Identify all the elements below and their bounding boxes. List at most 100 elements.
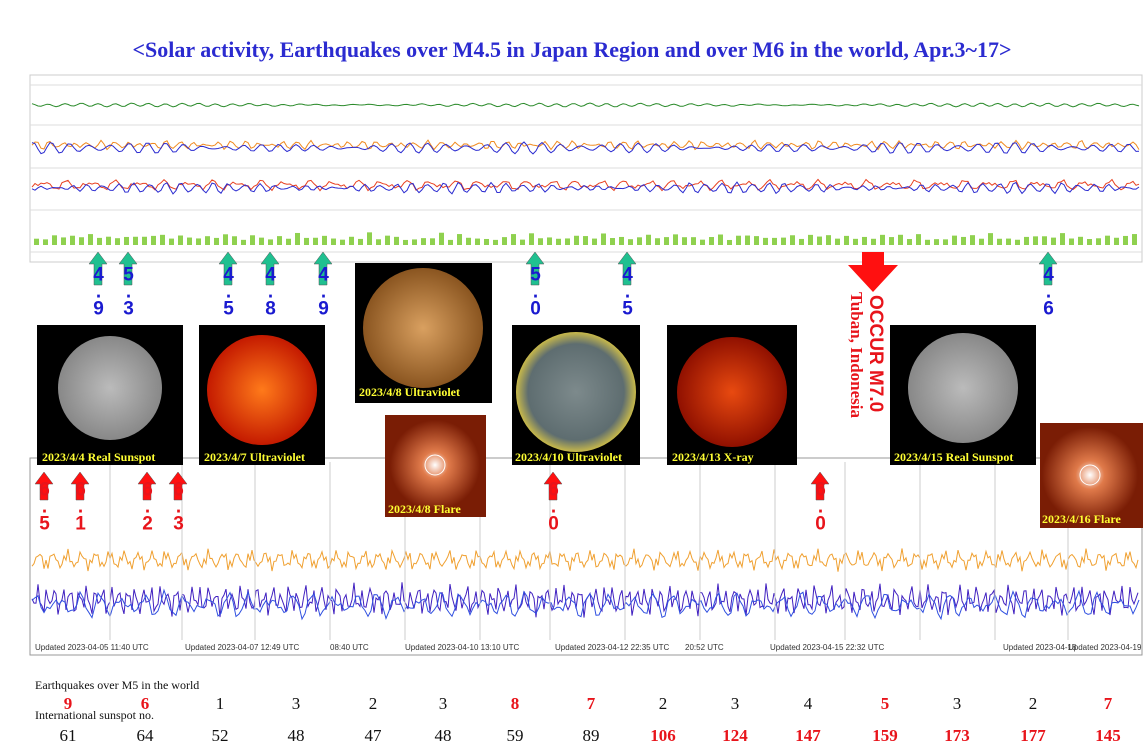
bar [556, 238, 561, 245]
sun [908, 333, 1018, 443]
earthquake-count: 3 [953, 694, 962, 713]
bar [79, 237, 84, 245]
caption: 2023/4/4 Real Sunspot [42, 450, 155, 464]
bar [1069, 238, 1074, 245]
row-label: Earthquakes over M5 in the world [35, 678, 199, 692]
magnitude: 6.2 [137, 480, 158, 531]
caption: 2023/4/15 Real Sunspot [894, 450, 1013, 464]
bar [97, 237, 102, 245]
bar [439, 232, 444, 245]
trace [31, 548, 1139, 572]
magnitude: 4.5 [218, 265, 239, 316]
bar [628, 239, 633, 245]
earthquake-count: 3 [731, 694, 740, 713]
bar [736, 235, 741, 245]
earthquake-count: 9 [64, 694, 73, 713]
bar [151, 235, 156, 245]
bar [34, 238, 39, 245]
bar [232, 236, 237, 245]
bar [187, 237, 192, 245]
bar [349, 236, 354, 245]
bar [889, 237, 894, 245]
bar [700, 239, 705, 245]
bar [493, 239, 498, 245]
title: <Solar activity, Earthquakes over M4.5 i… [132, 37, 1011, 62]
caption: 2023/4/16 Flare [1042, 512, 1121, 526]
earthquake-count: 4 [804, 694, 813, 713]
bar [484, 238, 489, 245]
arrow [313, 251, 333, 286]
magnitude: 6.3 [168, 480, 189, 531]
occulter [1079, 464, 1101, 486]
arrow [810, 471, 830, 501]
bar [934, 239, 939, 245]
bar [619, 236, 624, 245]
update-label: Updated 2023-04-15 22:32 UTC [770, 643, 885, 652]
solar-images [37, 263, 1143, 528]
update-label: Updated 2023-04-10 13:10 UTC [405, 643, 520, 652]
bar [898, 234, 903, 245]
bar [916, 234, 921, 245]
sunspot-number: 106 [650, 726, 676, 745]
update-label: 20:52 UTC [685, 643, 724, 652]
bar [961, 236, 966, 245]
bar [169, 238, 174, 245]
bar [538, 238, 543, 245]
bar [412, 239, 417, 245]
bar [826, 235, 831, 245]
bar [781, 237, 786, 245]
flare [1042, 427, 1138, 523]
update-label: 08:40 UTC [330, 643, 369, 652]
magnitude: 4.9 [88, 265, 109, 316]
magnitude: 4.9 [313, 265, 334, 316]
bar [124, 236, 129, 245]
arrow [617, 251, 637, 286]
earthquake-count: 1 [216, 694, 225, 713]
goes-plots: Updated 2023-04-05 11:40 UTC Updated 2023… [31, 462, 1142, 652]
arrow [34, 471, 54, 501]
bar [115, 238, 120, 245]
bar [1051, 237, 1056, 245]
bar [223, 234, 228, 245]
arrow [218, 251, 238, 286]
row-label: International sunspot no. [35, 708, 154, 722]
bar [1006, 238, 1011, 245]
arrow [543, 471, 563, 501]
bar [259, 237, 264, 245]
sunspot-number: 48 [435, 726, 452, 745]
earthquake-count: 2 [1029, 694, 1038, 713]
bar [610, 238, 615, 245]
bar [178, 235, 183, 245]
bar [1105, 235, 1110, 245]
bar [727, 239, 732, 245]
sun [516, 332, 636, 452]
bar [1078, 236, 1083, 245]
bar [817, 236, 822, 245]
arrow [525, 251, 545, 286]
bar [142, 236, 147, 245]
bar [763, 237, 768, 245]
bar [367, 232, 372, 245]
bar [925, 239, 930, 245]
bar [682, 237, 687, 245]
bar [61, 237, 66, 245]
bar [1042, 236, 1047, 245]
bar [547, 237, 552, 245]
caption: 2023/4/10 Ultraviolet [515, 450, 622, 464]
earthquake-count: 3 [292, 694, 301, 713]
sunspot-number: 61 [60, 726, 77, 745]
bar [304, 237, 309, 245]
bar [979, 238, 984, 245]
bar [502, 237, 507, 245]
magnitude: 4.8 [260, 265, 281, 316]
bar [277, 236, 282, 245]
occulter [424, 454, 446, 476]
sunspot-number: 177 [1020, 726, 1046, 745]
bar [43, 239, 48, 245]
bar [520, 239, 525, 245]
bar [853, 238, 858, 245]
bar [196, 238, 201, 245]
bar [1087, 239, 1092, 245]
trace [31, 588, 1140, 621]
